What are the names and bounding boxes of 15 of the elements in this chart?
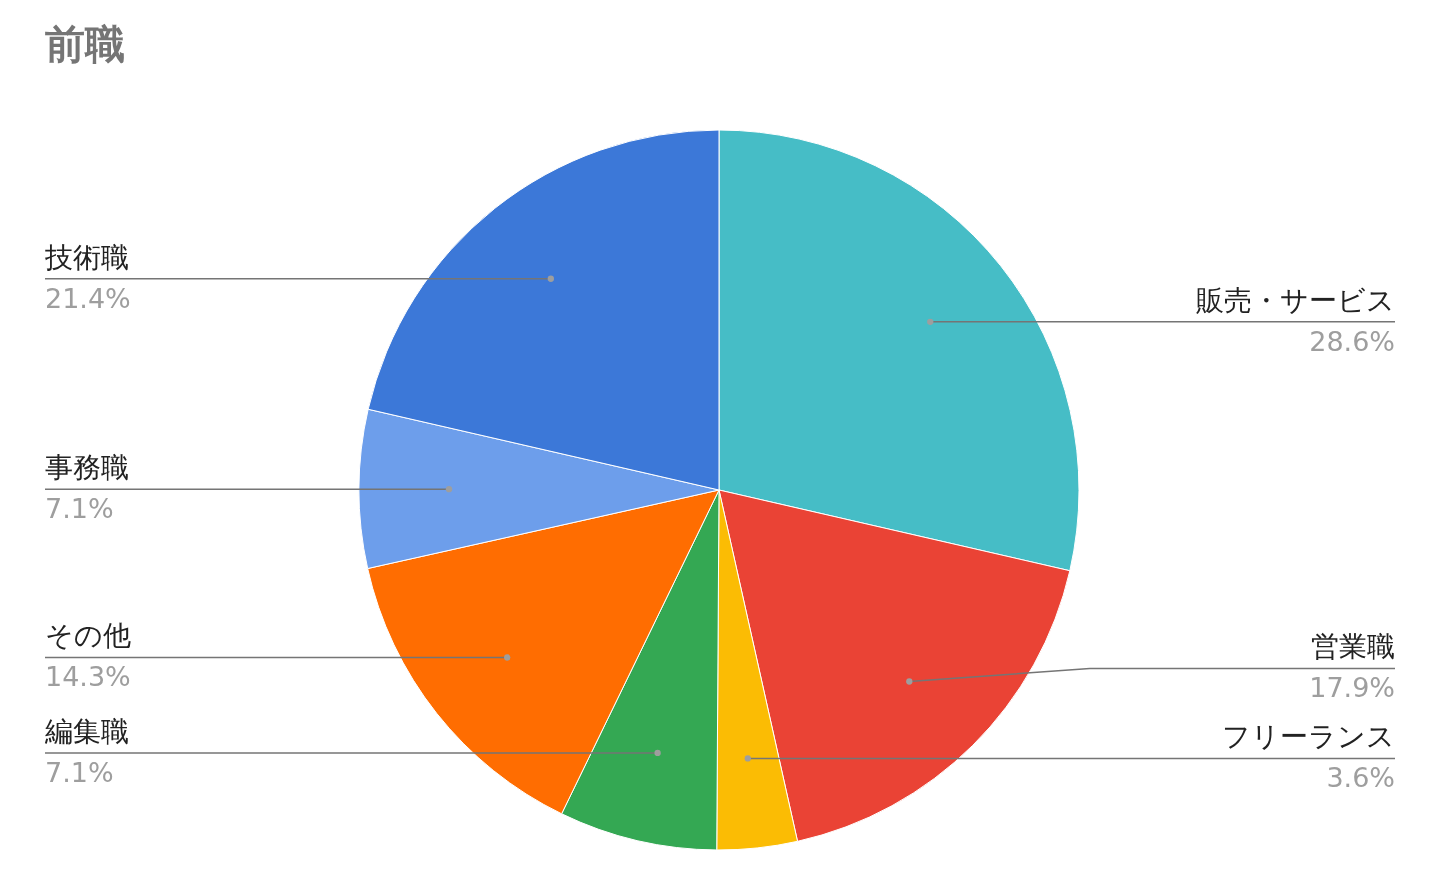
data-label: 7.1%	[45, 493, 114, 525]
slice-label: 事務職	[45, 451, 129, 485]
data-label: 28.6%	[1309, 325, 1395, 357]
data-label: 17.9%	[1309, 672, 1395, 704]
slice-label: その他	[45, 619, 131, 653]
slice-label: 編集職	[44, 714, 129, 748]
data-label: 21.4%	[45, 282, 131, 314]
slice-label: 営業職	[1311, 630, 1395, 664]
data-label: 3.6%	[1326, 762, 1395, 794]
data-label: 14.3%	[45, 661, 131, 693]
slice-label: 技術職	[44, 240, 129, 274]
slice-label: 販売・サービス	[1196, 283, 1395, 317]
chart-title: 前職	[45, 21, 125, 67]
data-label: 7.1%	[45, 756, 114, 788]
slice-label: フリーランス	[1222, 720, 1395, 754]
